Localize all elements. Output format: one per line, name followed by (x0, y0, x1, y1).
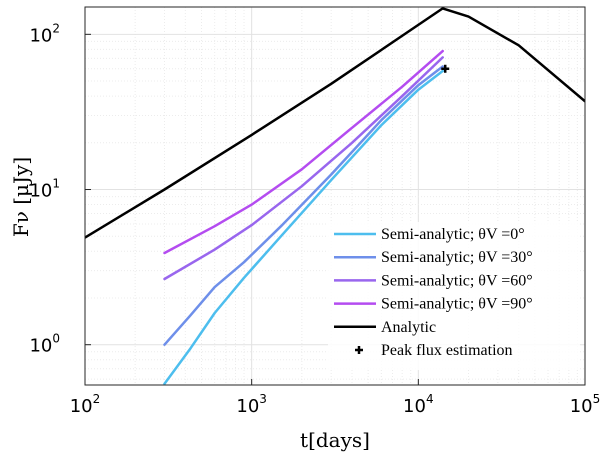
y-axis-label: Fν [μJy] (9, 157, 33, 237)
legend: Semi-analytic; θV =0° Semi-analytic; θV =… (328, 222, 580, 370)
legend-box (328, 222, 580, 370)
legend-label: Semi-analytic; θV =0° (381, 226, 525, 243)
x-tick-label: 104 (403, 392, 434, 417)
legend-label: Peak flux estimation (381, 342, 513, 359)
marker-group (441, 64, 450, 73)
ticks: 102 103 104 105 100 101 102 (29, 21, 600, 417)
peak-flux-marker (441, 64, 450, 73)
x-tick-label: 102 (70, 392, 101, 417)
legend-entry: Analytic (334, 319, 436, 336)
y-tick-label: 100 (29, 332, 60, 357)
legend-entry: Semi-analytic; θV =30° (334, 249, 533, 266)
series-line-1 (163, 65, 444, 346)
legend-entry: Semi-analytic; θV =60° (334, 272, 533, 289)
legend-label: Analytic (381, 319, 436, 336)
series-line-4 (85, 7, 585, 239)
x-tick-label: 105 (570, 392, 601, 417)
series-line-2 (163, 56, 444, 281)
series-group (85, 7, 585, 385)
legend-label: Semi-analytic; θV =60° (381, 272, 533, 289)
legend-entry: Peak flux estimation (355, 342, 513, 359)
series-line-3 (163, 49, 444, 255)
x-tick-label: 103 (236, 392, 267, 417)
legend-label: Semi-analytic; θV =30° (381, 249, 533, 266)
series-line-0 (163, 69, 444, 385)
legend-label: Semi-analytic; θV =90° (381, 296, 533, 313)
x-axis-label: t[days] (300, 428, 370, 452)
legend-entry: Semi-analytic; θV =90° (334, 296, 533, 313)
axes-frame (84, 6, 586, 386)
legend-entry: Semi-analytic; θV =0° (334, 226, 525, 243)
y-tick-label: 101 (29, 177, 60, 202)
y-tick-label: 102 (29, 21, 60, 46)
